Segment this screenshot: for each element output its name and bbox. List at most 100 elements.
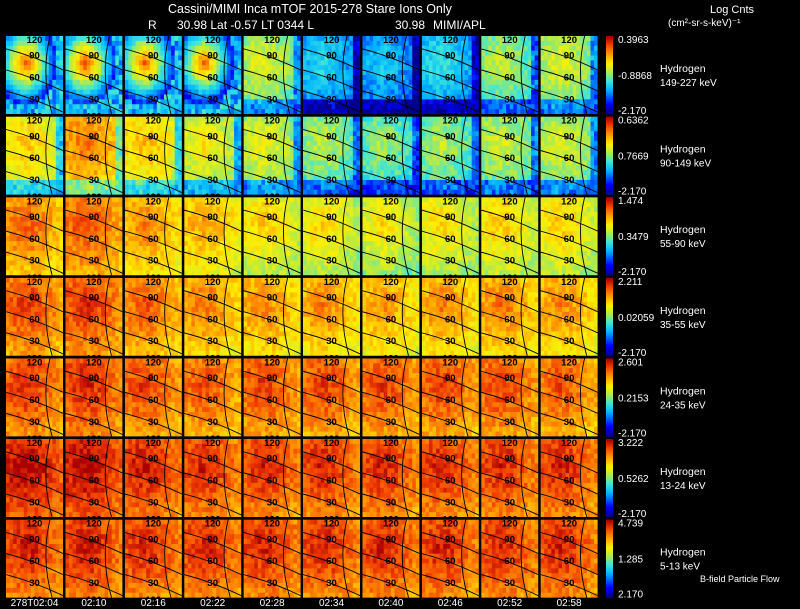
- contour-line: [362, 251, 420, 274]
- panel-tick-label: 120: [561, 438, 577, 449]
- contour-line: [303, 209, 360, 232]
- panel-tick-label: 120: [86, 196, 102, 207]
- contour-line: [184, 129, 242, 152]
- contour-line: [461, 439, 469, 517]
- contour-line: [184, 69, 242, 92]
- panel-tick-label: 60: [504, 476, 515, 487]
- panel-tick-label: 120: [145, 116, 161, 127]
- panel-tick-label: 90: [326, 293, 337, 304]
- panel-tick-label: 90: [148, 51, 159, 62]
- panel-tick-label: 60: [564, 153, 575, 164]
- colorbar-mid-label: 0.02059: [618, 313, 655, 324]
- energy-label: 35-55 keV: [660, 320, 706, 331]
- panel-tick-label: 30: [267, 417, 278, 428]
- contour-line: [481, 69, 539, 92]
- contour-line: [104, 519, 113, 598]
- panel-tick-label: 30: [326, 497, 337, 508]
- panel-tick-label: 30: [504, 578, 515, 589]
- contour-line: [283, 116, 291, 195]
- ephemeris-text: 30.98 Lat -0.57 LT 0344 L: [177, 18, 314, 32]
- contour-line: [421, 251, 479, 274]
- contour-line: [421, 209, 479, 232]
- colorbar: [606, 358, 613, 437]
- panel-tick-label: 60: [504, 395, 515, 406]
- contour-line: [540, 493, 598, 516]
- panel-tick-label: 30: [564, 336, 575, 347]
- x-tick-label: 02:46: [438, 598, 463, 609]
- panel-tick-label: 90: [148, 131, 159, 142]
- contour-line: [540, 230, 598, 253]
- contour-line: [421, 451, 479, 474]
- contour-line: [65, 48, 123, 71]
- contour-line: [481, 493, 539, 516]
- panel-tick-label: 90: [445, 51, 456, 62]
- contour-line: [303, 472, 360, 495]
- contour-line: [540, 574, 598, 597]
- panel-tick-label: 120: [264, 358, 280, 369]
- contour-line: [481, 532, 539, 555]
- panel-tick-label: 120: [264, 277, 280, 288]
- panel-tick-label: 30: [207, 417, 218, 428]
- contour-line: [164, 519, 172, 598]
- contour-line: [65, 532, 123, 555]
- contour-line: [6, 290, 63, 313]
- contour-line: [243, 69, 301, 92]
- contour-line: [6, 532, 63, 555]
- panel-tick-label: 30: [564, 175, 575, 186]
- contour-line: [362, 69, 420, 92]
- colorbar-max-label: 2.211: [618, 277, 643, 288]
- panel-tick-label: 120: [205, 438, 221, 449]
- contour-line: [362, 171, 420, 194]
- species-label: Hydrogen: [660, 547, 706, 559]
- contour-line: [243, 451, 301, 474]
- contour-line: [421, 230, 479, 253]
- panel-tick-label: 120: [264, 196, 280, 207]
- colorbar-mid-label: 0.3479: [618, 232, 649, 243]
- panel-tick-label: 30: [386, 175, 397, 186]
- contour-line: [184, 391, 242, 414]
- contour-line: [421, 290, 479, 313]
- contour-line: [461, 116, 469, 195]
- contour-line: [243, 532, 301, 555]
- contour-line: [65, 251, 123, 274]
- panel-tick-label: 30: [29, 256, 40, 267]
- contour-line: [362, 553, 420, 576]
- contour-line: [184, 251, 242, 274]
- contour-line: [164, 36, 172, 114]
- contour-line: [124, 532, 182, 555]
- contour-line: [481, 90, 539, 113]
- panel-tick-label: 30: [29, 497, 40, 508]
- panel-tick-label: 90: [445, 212, 456, 223]
- contour-line: [243, 553, 301, 576]
- contour-line: [303, 391, 360, 414]
- panel-tick-label: 90: [29, 212, 40, 223]
- panel-tick-label: 30: [504, 497, 515, 508]
- panel-tick-label: 60: [326, 73, 337, 84]
- panel-tick-label: 30: [29, 336, 40, 347]
- contour-line: [243, 370, 301, 393]
- energy-label: 149-227 keV: [660, 78, 717, 89]
- panel-tick-label: 30: [29, 94, 40, 105]
- contour-line: [243, 311, 301, 334]
- panel-tick-label: 120: [264, 438, 280, 449]
- panel-tick-label: 120: [324, 358, 340, 369]
- panel-tick-label: 120: [324, 438, 340, 449]
- panel-tick-label: 120: [264, 35, 280, 46]
- colorbar-units: (cm²-sr-s-keV)⁻¹: [668, 18, 741, 29]
- contour-line: [65, 412, 123, 435]
- contour-line: [124, 412, 182, 435]
- colorbar-min-label: -2.170: [618, 267, 647, 278]
- panel-tick-label: 90: [29, 51, 40, 62]
- panel-tick-label: 60: [326, 314, 337, 325]
